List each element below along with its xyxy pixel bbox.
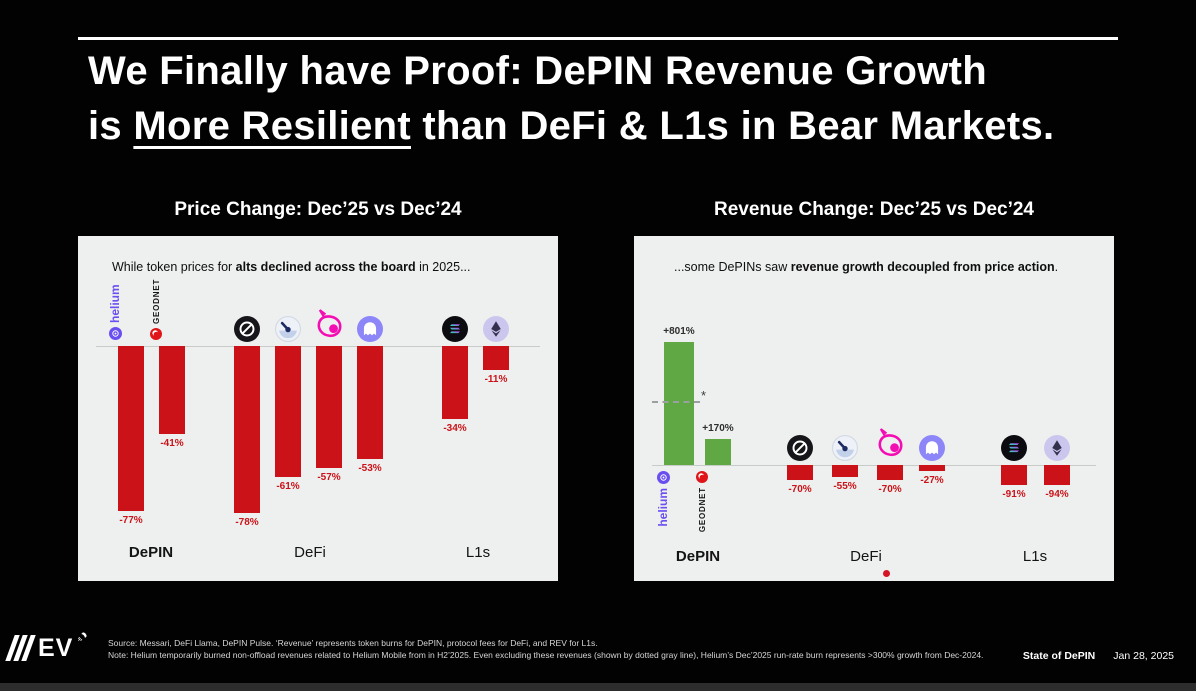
title-line2-underlined: More Resilient [133,104,411,148]
bar-defi-token-c [357,346,383,459]
geodnet-icon [150,328,162,340]
group-label-l1s: L1s [1022,548,1048,565]
solana-icon [1001,435,1027,461]
ev-logo: EV [5,629,88,662]
ethereum-icon [483,316,509,342]
date-label: Jan 28, 2025 [1113,650,1174,662]
bar-value-label: -61% [276,481,300,492]
bar-defi-token-b [832,465,858,477]
solana-icon [442,316,468,342]
revenue-chart-panel: ...some DePINs saw revenue growth decoup… [634,236,1114,581]
brand-label: State of DePIN [1022,650,1096,662]
bar-value-label: -11% [484,374,508,385]
bar-defi-token-b [275,346,301,477]
bar-value-label: -57% [317,472,341,483]
bar-ethereum [483,346,509,370]
bar-value-label: -53% [358,463,382,474]
geodnet-wordmark: GEODNET [151,278,161,324]
group-label-defi: DeFi [294,544,326,561]
price-chart-panel: While token prices for alts declined acr… [78,236,558,581]
bar-value-label: -70% [878,484,902,495]
bar-defi-token-a [234,346,260,513]
geodnet-icon [696,471,708,483]
bar-geodnet [705,439,731,465]
bar-ethereum [1044,465,1070,485]
title-rule [78,37,1118,40]
bar-solana [1001,465,1027,485]
helium-wordmark: helium [656,488,670,527]
group-label-depin: DePIN [675,548,721,565]
bar-uniswap [877,465,903,480]
source-note: Source: Messari, DeFi Llama, DePIN Pulse… [108,638,983,661]
bar-helium [664,342,694,465]
bar-value-label: -27% [920,475,944,486]
gauge-icon [275,316,301,342]
intro-pre: ...some DePINs saw [674,260,791,274]
group-label-defi: DeFi [850,548,882,565]
price-chart-intro: While token prices for alts declined acr… [112,260,471,274]
bottom-strip [0,683,1196,691]
rocket-icon [77,629,88,647]
footer-brand-date: State of DePIN Jan 28, 2025 [1023,650,1174,662]
uniswap-icon [312,308,346,342]
group-label-l1s: L1s [465,544,491,561]
red-dot [883,570,890,577]
bar-value-label: -70% [788,484,812,495]
geodnet-logo: GEODNET [694,471,710,535]
geodnet-wordmark: GEODNET [697,487,707,533]
black-disc-icon [787,435,813,461]
ev-logo-text: EV [38,634,74,662]
bar-value-label: +170% [702,423,734,434]
ethereum-icon [1044,435,1070,461]
bar-value-label: -94% [1045,489,1069,500]
bar-uniswap [316,346,342,468]
bar-value-label: -55% [833,481,857,492]
uniswap-icon [873,427,907,461]
helium-icon [108,327,122,340]
purple-ghost-icon [919,435,945,461]
group-label-depin: DePIN [128,544,174,561]
bar-helium [118,346,144,511]
source-line2: Note: Helium temporarily burned non-offl… [108,649,984,660]
bar-value-label: -77% [119,515,143,526]
intro-post: in 2025... [415,260,471,274]
black-disc-icon [234,316,260,342]
gauge-icon [832,435,858,461]
bar-value-label: +801% [663,326,695,337]
intro-post: . [1054,260,1059,274]
price-chart-title: Price Change: Dec’25 vs Dec’24 [174,199,462,220]
bar-defi-token-a [787,465,813,480]
bar-value-label: -41% [160,438,184,449]
ev-logo-mark [5,635,36,661]
title-line2-post: than DeFi & L1s in Bear Markets. [410,104,1055,148]
revenue-chart-title: Revenue Change: Dec’25 vs Dec’24 [714,199,1034,220]
helium-logo: helium [655,471,671,535]
intro-pre: While token prices for [112,260,236,274]
revenue-chart-intro: ...some DePINs saw revenue growth decoup… [674,260,1058,274]
bar-solana [442,346,468,419]
helium-adjusted-revenue-dashed-line [652,401,700,403]
bar-defi-token-c [919,465,945,471]
intro-bold: alts declined across the board [235,260,416,274]
bar-value-label: -78% [235,517,259,528]
intro-bold: revenue growth decoupled from price acti… [790,260,1055,274]
baseline-axis [652,465,1096,466]
helium-logo: helium [107,276,123,340]
asterisk-note: * [701,388,707,403]
bar-value-label: -91% [1002,489,1026,500]
helium-wordmark: helium [108,284,122,323]
bar-value-label: -34% [443,423,467,434]
slide-title: We Finally have Proof: DePIN Revenue Gro… [88,44,1054,154]
title-line1: We Finally have Proof: DePIN Revenue Gro… [88,49,988,93]
helium-icon [656,471,670,484]
source-line1: Source: Messari, DeFi Llama, DePIN Pulse… [108,638,598,648]
bar-geodnet [159,346,185,434]
purple-ghost-icon [357,316,383,342]
geodnet-logo: GEODNET [148,276,164,340]
title-line2-pre: is [88,104,134,148]
